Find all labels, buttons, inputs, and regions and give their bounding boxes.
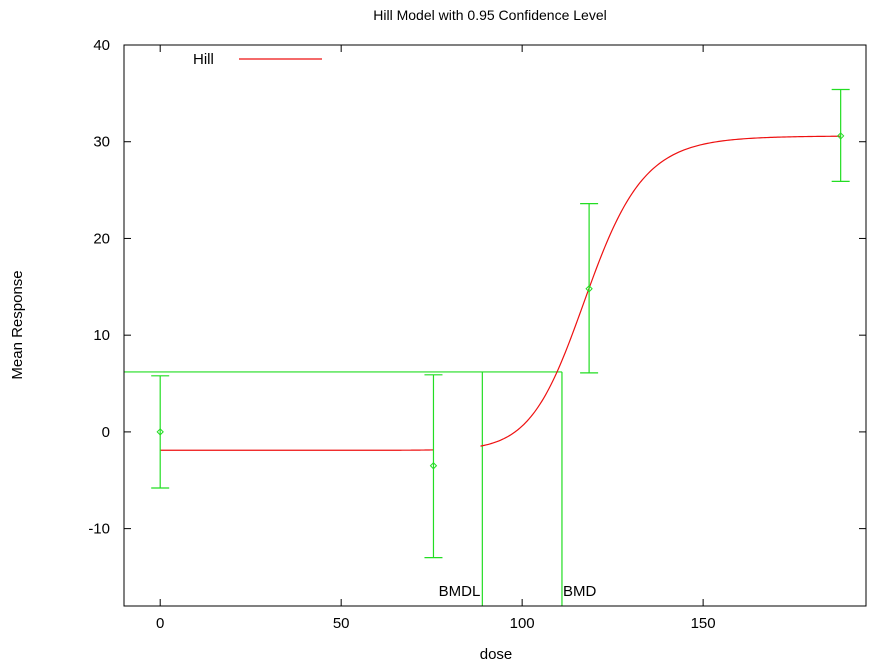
data-point-marker: [585, 285, 593, 293]
y-tick-label: 40: [93, 37, 110, 54]
data-point-group: [580, 203, 599, 374]
hill-curve-segment: [480, 135, 841, 447]
y-tick-label: 0: [102, 424, 110, 441]
y-tick-label: 20: [93, 230, 110, 247]
data-point-marker: [836, 132, 845, 140]
x-axis-label: dose: [480, 646, 513, 663]
data-point-group: [831, 88, 850, 182]
x-tick-label: 100: [510, 615, 535, 632]
data-point-marker: [429, 462, 438, 470]
chart-title: Hill Model with 0.95 Confidence Level: [373, 7, 606, 23]
x-tick-label: 150: [691, 615, 716, 632]
data-point-group: [151, 375, 170, 489]
legend: Hill: [193, 51, 322, 68]
y-tick-label: -10: [88, 521, 110, 538]
data-point-marker: [156, 428, 164, 436]
plot-frame: [123, 44, 867, 607]
bmd-label: BMD: [563, 583, 597, 600]
x-tick-label: 0: [156, 615, 164, 632]
x-tick-label: 50: [333, 615, 350, 632]
data-point-group: [424, 374, 443, 559]
legend-label-hill: Hill: [193, 51, 214, 68]
y-tick-label: 30: [93, 134, 110, 151]
bmdl-label: BMDL: [439, 583, 481, 600]
y-tick-label: 10: [93, 327, 110, 344]
y-axis-label: Mean Response: [9, 270, 26, 379]
plot-area: 0 50 100 150 -10 0 10 20 30 40 BMDL BMD: [88, 37, 867, 632]
